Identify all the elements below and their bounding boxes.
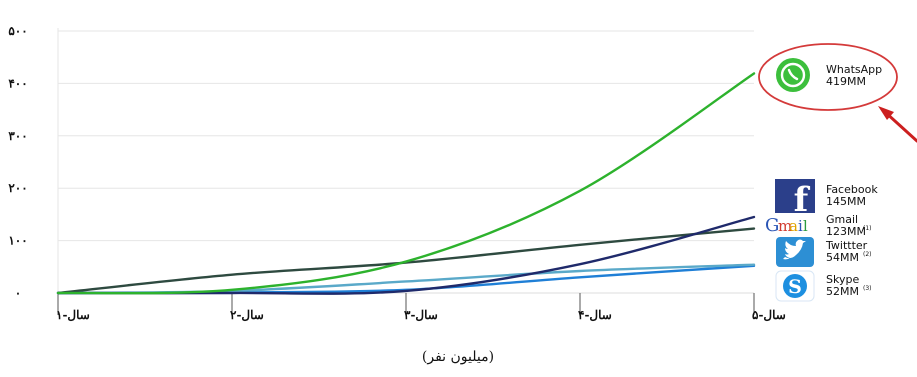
series-line-whatsapp	[56, 72, 756, 295]
highlight-ellipse	[758, 43, 898, 111]
series-layer	[56, 72, 756, 295]
y-tick-label: ۴٠٠	[8, 76, 27, 90]
y-tick-label: ٢٠٠	[8, 181, 27, 195]
skype-icon-circle	[783, 274, 807, 298]
legend-series-value: 52MM	[826, 285, 859, 298]
x-tick-label: سال-۳	[404, 308, 438, 322]
twitter-bird-icon	[783, 239, 806, 260]
gmail-icon: m	[778, 217, 792, 235]
legend-footnote-mark: (2)	[863, 251, 872, 258]
y-tick-label: ٣٠٠	[8, 129, 27, 143]
highlight-arrow-head	[878, 106, 894, 120]
facebook-icon	[775, 179, 815, 213]
whatsapp-icon-handset	[787, 68, 799, 81]
gmail-icon: a	[789, 217, 798, 235]
chart-caption: (میلیون نفر)	[422, 349, 494, 365]
legend-series-value: 419MM	[826, 75, 866, 88]
y-tick-label: ٠	[15, 286, 21, 300]
y-tick-label: ١٠٠	[8, 234, 27, 248]
legend-series-value: 145MM	[826, 195, 866, 208]
skype-icon-glyph: S	[788, 276, 802, 298]
x-tick-label: سال-۱	[56, 308, 90, 322]
annotation-layer	[758, 43, 917, 143]
legend-series-name: Twittter	[825, 239, 868, 252]
x-tick-label: سال-۴	[578, 308, 612, 322]
legend-series-value: 54MM	[826, 251, 859, 264]
gmail-icon: l	[803, 217, 808, 235]
x-tick-label: سال-۲	[230, 308, 264, 322]
grid-layer	[57, 28, 754, 294]
gmail-icon: G	[765, 215, 779, 236]
highlight-arrow	[883, 110, 917, 143]
legend-footnote-mark: (1)	[863, 225, 872, 232]
whatsapp-icon-ring	[780, 62, 806, 88]
x-tick-label: سال-۵	[752, 308, 786, 322]
series-line-skype	[56, 264, 756, 295]
legend-series-name: WhatsApp	[826, 63, 882, 76]
legend-series-name: Gmail	[826, 213, 858, 226]
gmail-icon: i	[798, 217, 803, 235]
legend-footnote-mark: (3)	[863, 285, 872, 292]
legend-series-name: Facebook	[826, 183, 878, 196]
x-axis-ticks: سال-۱ سال-۲ سال-۳ سال-۴ سال-۵	[56, 293, 786, 322]
legend-series-name: Skype	[826, 273, 859, 286]
y-tick-label: ۵٠٠	[8, 24, 27, 38]
y-axis-ticks: ٠ ١٠٠ ٢٠٠ ٣٠٠ ۴٠٠ ۵٠٠	[8, 24, 27, 300]
facebook-icon-glyph: f	[794, 180, 811, 220]
legend-series-value: 123MM	[826, 225, 866, 238]
